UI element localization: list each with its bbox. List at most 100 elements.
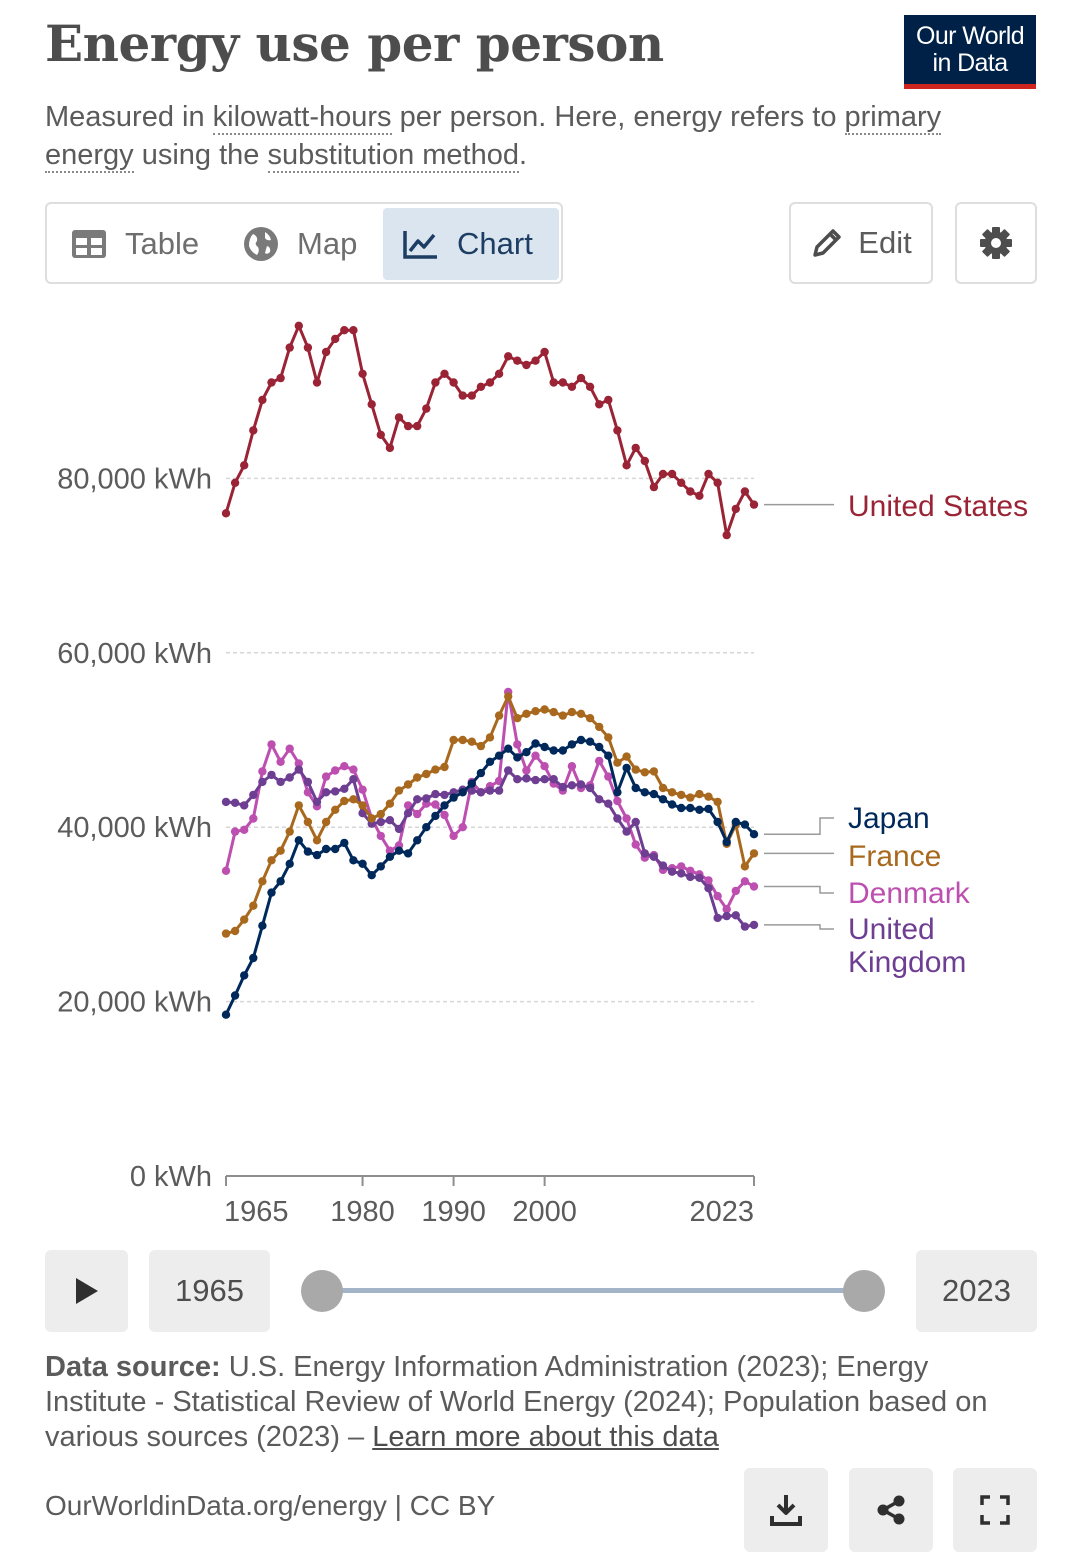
data-point <box>367 814 376 823</box>
data-point <box>240 915 249 924</box>
data-point <box>504 692 513 701</box>
data-point <box>394 413 404 422</box>
x-tick-label: 2023 <box>689 1196 754 1228</box>
data-point <box>431 765 440 774</box>
data-point <box>413 795 422 804</box>
data-point <box>258 877 267 886</box>
data-point <box>549 746 558 755</box>
data-point <box>276 777 285 787</box>
data-point <box>349 765 358 774</box>
data-point <box>385 846 395 855</box>
tab-chart[interactable]: Chart <box>383 208 559 280</box>
edit-button[interactable]: Edit <box>789 202 933 284</box>
timeline-start-handle[interactable] <box>301 1270 343 1312</box>
data-point <box>686 866 695 875</box>
download-button[interactable] <box>744 1468 828 1552</box>
series-line <box>224 324 756 537</box>
data-point <box>686 872 695 882</box>
data-point <box>358 369 367 378</box>
x-tick-label: 1990 <box>421 1196 486 1228</box>
footer-license[interactable]: OurWorldinData.org/energy | CC BY <box>45 1490 496 1521</box>
data-point <box>567 762 577 771</box>
data-point <box>640 456 649 466</box>
data-point <box>540 705 549 714</box>
data-point <box>385 799 395 808</box>
data-point <box>467 737 476 746</box>
data-point <box>704 469 713 479</box>
data-point <box>321 844 331 854</box>
owid-logo[interactable]: Our World in Data <box>904 15 1036 89</box>
data-point <box>549 707 558 717</box>
data-point <box>731 817 740 827</box>
y-tick-label: 60,000 kWh <box>57 638 212 670</box>
data-point <box>576 735 586 745</box>
data-point <box>540 775 549 784</box>
data-point <box>695 789 704 799</box>
fullscreen-button[interactable] <box>953 1468 1037 1552</box>
tab-chart-label: Chart <box>457 226 533 261</box>
data-point <box>394 846 404 855</box>
learn-more-link[interactable]: Learn more about this data <box>372 1421 719 1453</box>
data-point <box>431 800 440 809</box>
data-point <box>276 846 285 855</box>
data-point <box>686 803 695 813</box>
data-point <box>649 482 659 492</box>
data-point <box>558 711 567 720</box>
data-point <box>331 766 340 775</box>
data-point <box>713 478 722 487</box>
play-button[interactable] <box>45 1250 128 1332</box>
data-point <box>331 844 340 854</box>
data-point <box>549 775 558 784</box>
timeline-end-handle[interactable] <box>843 1270 885 1312</box>
data-point <box>413 773 422 782</box>
start-year-button[interactable]: 1965 <box>149 1250 270 1332</box>
settings-button[interactable] <box>955 202 1037 284</box>
tab-table[interactable]: Table <box>55 208 225 280</box>
data-point <box>649 852 659 861</box>
timeline-track[interactable] <box>322 1288 864 1293</box>
data-point <box>658 469 668 479</box>
data-point <box>403 780 413 789</box>
data-point <box>376 862 385 871</box>
data-point <box>294 765 303 774</box>
series-united-states <box>221 321 759 540</box>
data-point <box>522 709 531 718</box>
data-point <box>303 788 313 797</box>
legend-label: France <box>848 840 941 873</box>
end-year-button[interactable]: 2023 <box>916 1250 1037 1332</box>
data-point <box>722 905 731 914</box>
data-point <box>376 809 385 819</box>
substitution-method-definition-link[interactable]: substitution method <box>267 139 519 173</box>
data-point <box>285 744 294 753</box>
data-point <box>531 775 540 785</box>
y-tick-label: 0 kWh <box>130 1161 212 1193</box>
data-point <box>558 782 567 792</box>
data-point <box>267 770 276 780</box>
data-point <box>595 795 604 804</box>
tab-map[interactable]: Map <box>231 208 381 280</box>
data-point <box>276 373 285 383</box>
data-point <box>695 873 704 882</box>
primary-energy-definition-link[interactable]: primary energy <box>45 101 942 173</box>
series-line <box>224 690 755 911</box>
data-point <box>604 751 613 760</box>
data-point <box>340 838 349 848</box>
kilowatt-hours-definition-link[interactable]: kilowatt-hours <box>212 101 392 135</box>
legend-label-line: United States <box>848 490 1028 523</box>
data-source-label: Data source: <box>45 1351 221 1383</box>
data-source-text: U.S. Energy Information Administration (… <box>45 1351 988 1453</box>
data-point <box>749 830 759 839</box>
data-point <box>485 757 495 766</box>
globe-icon <box>244 227 278 261</box>
data-point <box>686 487 695 496</box>
data-point <box>467 391 476 400</box>
data-point <box>331 805 340 814</box>
data-point <box>531 356 540 365</box>
data-point <box>285 343 294 352</box>
data-point <box>558 378 567 387</box>
data-point <box>267 856 276 865</box>
data-point <box>585 737 595 746</box>
data-point <box>221 929 231 938</box>
share-button[interactable] <box>849 1468 933 1552</box>
data-point <box>312 797 322 807</box>
